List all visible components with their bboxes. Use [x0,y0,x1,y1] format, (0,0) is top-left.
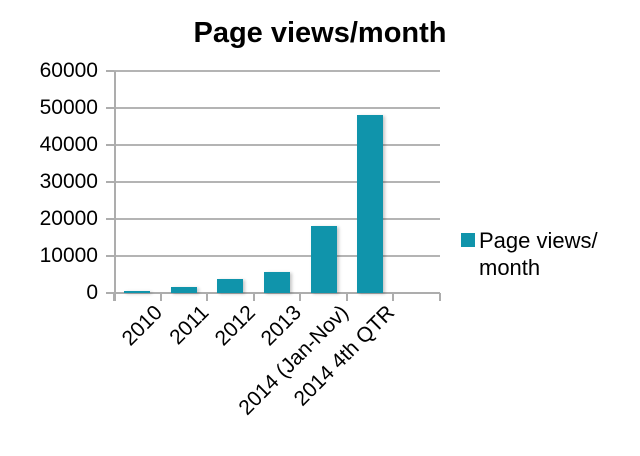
gridline [114,181,440,183]
x-axis-tick [206,293,209,301]
gridline [114,107,440,109]
x-axis-category-label: 2012 [210,301,260,351]
x-axis-category-label: 2010 [117,301,167,351]
y-axis-tick-label: 60000 [39,59,98,82]
gridline [114,218,440,220]
chart-title: Page views/month [193,17,447,49]
y-axis-line [114,71,116,301]
bar-2013 [264,272,290,293]
bar-2010 [124,291,150,293]
y-axis-tick [106,218,114,220]
x-axis-tick [345,293,348,301]
y-axis-tick-label: 0 [86,281,98,304]
bar-2012 [217,279,243,293]
y-axis-tick-label: 20000 [39,207,98,230]
x-axis-line [114,292,440,294]
gridline [114,255,440,257]
y-axis-tick-label: 30000 [39,170,98,193]
x-axis-category-label: 2011 [164,301,214,350]
y-axis-tick [106,181,114,183]
x-axis-tick [439,293,441,301]
y-axis-tick [106,292,114,294]
bar-2014-jan-nov- [311,226,337,293]
x-axis-tick [159,293,162,301]
gridline [114,144,440,146]
y-axis-tick [106,70,114,72]
y-axis-tick [106,255,114,257]
legend: Page views/ month [461,227,598,281]
x-axis-tick [113,293,115,301]
y-axis-tick-label: 10000 [39,244,98,267]
y-axis-tick [106,107,114,109]
y-axis-tick-label: 50000 [39,96,98,119]
bar-2014-4th-qtr [357,115,383,293]
x-axis-tick [392,293,395,301]
legend-label-line2: month [479,255,541,280]
x-axis-tick [252,293,255,301]
y-axis-tick-label: 40000 [39,133,98,156]
bar-2011 [171,287,197,293]
legend-label-line1: Page views/ [479,228,598,253]
x-axis-tick [299,293,302,301]
legend-label: Page views/ month [479,227,598,281]
legend-swatch-icon [461,233,475,247]
y-axis-tick [106,144,114,146]
gridline [114,70,440,72]
